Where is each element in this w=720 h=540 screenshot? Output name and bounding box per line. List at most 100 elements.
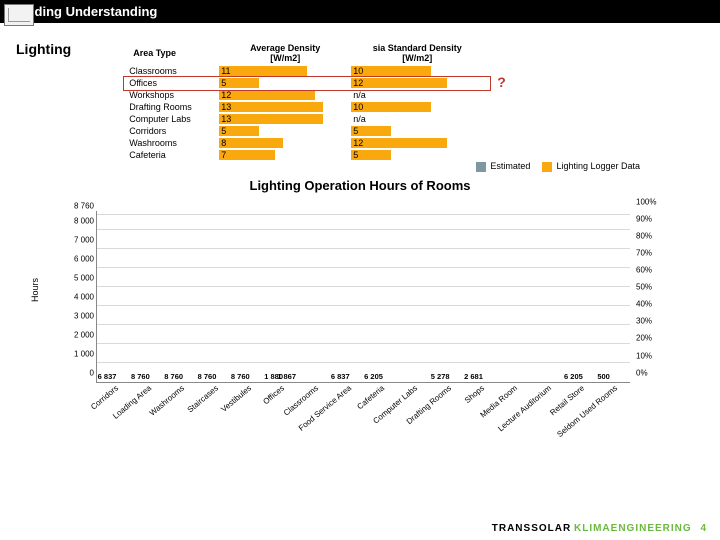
y2-tick-label: 80% bbox=[630, 231, 652, 240]
bar-estimated-label: 6 837 bbox=[331, 372, 350, 381]
x-tick-label: Offices bbox=[259, 380, 286, 406]
y2-tick-label: 50% bbox=[630, 283, 652, 292]
bar-estimated-label: 2 681 bbox=[464, 372, 483, 381]
area-type-cell: Drafting Rooms bbox=[127, 101, 219, 113]
density-bar bbox=[219, 114, 323, 124]
avg-density-cell: 12 bbox=[219, 89, 351, 101]
y-axis-label: Hours bbox=[30, 278, 40, 302]
brand-transsolar: TRANSSOLAR bbox=[492, 523, 571, 534]
y2-tick-label: 70% bbox=[630, 248, 652, 257]
bar-container: 6 837Corridors8 760Loading Area8 760Wash… bbox=[97, 211, 630, 382]
question-mark-icon: ? bbox=[497, 74, 506, 90]
avg-density-cell: 5 bbox=[219, 125, 351, 137]
density-header-row: Area Type Average Density[W/m2] sia Stan… bbox=[127, 41, 483, 65]
bar-estimated-label: 8 760 bbox=[198, 372, 217, 381]
sia-density-cell: 5 bbox=[351, 149, 483, 161]
density-row: Offices5 12 bbox=[127, 77, 483, 89]
density-value-label: 10 bbox=[353, 65, 363, 77]
density-bar bbox=[219, 66, 307, 76]
y2-tick-label: 60% bbox=[630, 266, 652, 275]
bar-estimated-label: 8 760 bbox=[164, 372, 183, 381]
gridline bbox=[97, 267, 630, 268]
avg-density-cell: 8 bbox=[219, 137, 351, 149]
bar-estimated-label: 6 205 bbox=[364, 372, 383, 381]
density-value-label: 5 bbox=[353, 149, 358, 161]
bar-estimated-label: 8 760 bbox=[231, 372, 250, 381]
legend-estimated: Estimated bbox=[476, 161, 530, 172]
density-value-label: 8 bbox=[221, 137, 226, 149]
bar-estimated-label: 500 bbox=[597, 372, 610, 381]
avg-density-cell: 11 bbox=[219, 65, 351, 77]
area-type-cell: Corridors bbox=[127, 125, 219, 137]
gridline bbox=[97, 343, 630, 344]
y2-tick-label: 100% bbox=[630, 197, 656, 206]
density-row: Workshops12 n/a bbox=[127, 89, 483, 101]
area-type-cell: Cafeteria bbox=[127, 149, 219, 161]
y2-tick-label: 90% bbox=[630, 214, 652, 223]
avg-density-cell: 7 bbox=[219, 149, 351, 161]
area-type-cell: Computer Labs bbox=[127, 113, 219, 125]
density-row: Corridors55 bbox=[127, 125, 483, 137]
density-table: Area Type Average Density[W/m2] sia Stan… bbox=[127, 41, 483, 161]
sia-density-cell: n/a bbox=[351, 89, 483, 101]
area-type-cell: Washrooms bbox=[127, 137, 219, 149]
gridline bbox=[97, 324, 630, 325]
col-avg-density: Average Density[W/m2] bbox=[219, 41, 351, 65]
density-row: Drafting Rooms1310 bbox=[127, 101, 483, 113]
y2-tick-label: 10% bbox=[630, 351, 652, 360]
density-row: Cafeteria75 bbox=[127, 149, 483, 161]
x-tick-label: Shops bbox=[460, 380, 486, 405]
header-bar: Building Understanding bbox=[0, 0, 720, 23]
brand-klima: KLIMAENGINEERING bbox=[574, 523, 692, 534]
density-bar bbox=[219, 90, 315, 100]
chart-legend: Estimated Lighting Logger Data bbox=[0, 161, 640, 172]
density-value-label: 12 bbox=[221, 89, 231, 101]
area-type-cell: Offices bbox=[127, 77, 219, 89]
page-number: 4 bbox=[700, 523, 706, 534]
bar-estimated-label: 8 760 bbox=[131, 372, 150, 381]
density-bar bbox=[351, 78, 447, 88]
density-row: Washrooms8 12 bbox=[127, 137, 483, 149]
legend-estimated-label: Estimated bbox=[490, 161, 530, 171]
gridline bbox=[97, 229, 630, 230]
y-tick-label: 7 000 bbox=[74, 235, 97, 244]
sia-density-cell: 12 bbox=[351, 77, 483, 89]
density-value-label: 13 bbox=[221, 101, 231, 113]
legend-logger: Lighting Logger Data bbox=[542, 161, 640, 172]
chart-thumbnail-icon bbox=[4, 4, 34, 26]
y2-tick-label: 0% bbox=[630, 368, 648, 377]
density-bar bbox=[351, 138, 447, 148]
density-bar bbox=[219, 150, 275, 160]
density-value-label: n/a bbox=[353, 89, 366, 101]
density-row: Computer Labs13n/a bbox=[127, 113, 483, 125]
y2-tick-label: 20% bbox=[630, 334, 652, 343]
y-tick-label: 6 000 bbox=[74, 254, 97, 263]
bar-estimated-label: 5 278 bbox=[431, 372, 450, 381]
density-value-label: n/a bbox=[353, 113, 366, 125]
gridline bbox=[97, 248, 630, 249]
y-tick-label: 1 000 bbox=[74, 349, 97, 358]
col-sia-density: sia Standard Density[W/m2] bbox=[351, 41, 483, 65]
density-bar bbox=[219, 138, 283, 148]
y-tick-label: 8 000 bbox=[74, 216, 97, 225]
y-tick-label: 0 bbox=[90, 368, 97, 377]
density-value-label: 12 bbox=[353, 77, 363, 89]
density-table-wrap: Area Type Average Density[W/m2] sia Stan… bbox=[127, 41, 483, 161]
area-type-cell: Workshops bbox=[127, 89, 219, 101]
bar-estimated-label: 6 205 bbox=[564, 372, 583, 381]
swatch-logger-icon bbox=[542, 162, 552, 172]
y-tick-label: 5 000 bbox=[74, 273, 97, 282]
sia-density-cell: 12 bbox=[351, 137, 483, 149]
x-tick-label: Staircases bbox=[183, 380, 220, 414]
y-tick-label: 8 760 bbox=[74, 202, 97, 211]
avg-density-cell: 13 bbox=[219, 113, 351, 125]
density-row: Classrooms1110 bbox=[127, 65, 483, 77]
gridline bbox=[97, 214, 630, 215]
bar-estimated-label: 6 837 bbox=[98, 372, 117, 381]
density-value-label: 5 bbox=[221, 77, 226, 89]
x-tick-label: Washrooms bbox=[146, 380, 187, 417]
avg-density-cell: 5 bbox=[219, 77, 351, 89]
avg-density-cell: 13 bbox=[219, 101, 351, 113]
x-tick-label: Vestibules bbox=[217, 380, 253, 413]
gridline bbox=[97, 286, 630, 287]
